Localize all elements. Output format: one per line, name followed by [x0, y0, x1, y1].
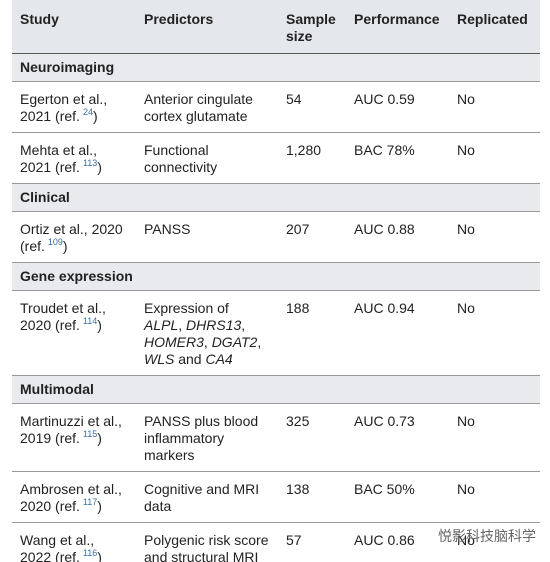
study-end: )	[97, 549, 102, 562]
study-cell: Mehta et al., 2021 (ref. 113)	[12, 132, 136, 184]
sample-size: 325	[278, 403, 346, 472]
predictor-text: ,	[257, 334, 262, 350]
performance: AUC 0.73	[346, 403, 449, 472]
table-row: Martinuzzi et al., 2019 (ref. 115) PANSS p…	[12, 403, 540, 472]
performance: AUC 0.94	[346, 290, 449, 376]
reference: 114	[82, 316, 98, 326]
reference: 115	[82, 429, 98, 439]
study-cell: Martinuzzi et al., 2019 (ref. 115)	[12, 403, 136, 472]
predictor-text: Polygenic risk score and structural MRI	[144, 532, 269, 562]
header-cell: Predictors	[136, 0, 278, 54]
gene-name: HOMER3	[144, 334, 204, 350]
predictor-text: and	[174, 351, 206, 367]
table-row: Mehta et al., 2021 (ref. 113) Functional c…	[12, 132, 540, 184]
section-title: Gene expression	[12, 262, 540, 291]
data-table: Study Predictors Sample size Performance Rep…	[12, 0, 540, 562]
table-row: Wang et al., 2022 (ref. 116) Polygenic ris…	[12, 522, 540, 562]
sample-size: 207	[278, 211, 346, 263]
reference: 116	[82, 548, 98, 558]
table-row: Ortiz et al., 2020 (ref. 109) PANSS 207 AUC …	[12, 211, 540, 263]
predictor-text: PANSS plus blood inflammatory markers	[144, 413, 259, 463]
predictors-cell: PANSS	[136, 211, 278, 263]
gene-name: WLS	[144, 351, 175, 367]
study-end: )	[92, 108, 98, 124]
watermark: 悦影科技脑科学	[438, 528, 536, 544]
study-name: Ortiz et al., 2020 (ref.	[20, 221, 123, 254]
study-end: )	[97, 159, 102, 175]
header-cell: Performance	[346, 0, 449, 54]
study-name: Mehta et al., 2021 (ref.	[20, 142, 98, 175]
predictor-text: Expression of	[144, 300, 229, 316]
gene-name: CA4	[205, 351, 233, 367]
gene-name: ALPL	[144, 317, 179, 333]
performance: AUC 0.59	[346, 81, 449, 133]
replicated: No	[449, 403, 540, 472]
predictors-cell: Cognitive and MRI data	[136, 471, 278, 523]
predictor-text: Anterior cingulate cortex glutamate	[144, 91, 253, 124]
study-name: Martinuzzi et al., 2019 (ref.	[20, 413, 122, 446]
predictors-cell: Expression of ALPL, DHRS13, HOMER3, DGAT…	[136, 290, 278, 376]
predictor-text: ,	[178, 317, 187, 333]
table-row: Troudet et al., 2020 (ref. 114) Expression…	[12, 290, 540, 376]
sample-size: 188	[278, 290, 346, 376]
replicated: No	[449, 81, 540, 133]
section-row: Clinical	[12, 183, 540, 212]
table-body: Neuroimaging Egerton et al., 2021 (ref. 24…	[12, 53, 540, 562]
header-cell: Sample size	[278, 0, 346, 54]
predictor-text: Cognitive and MRI data	[144, 481, 260, 514]
section-row: Gene expression	[12, 262, 540, 291]
header-row: Study Predictors Sample size Performance Rep…	[12, 0, 540, 54]
header-cell: Replicated	[449, 0, 540, 54]
reference: 113	[82, 158, 98, 168]
section-title: Multimodal	[12, 375, 540, 404]
section-title: Clinical	[12, 183, 540, 212]
study-cell: Ortiz et al., 2020 (ref. 109)	[12, 211, 136, 263]
predictor-text: PANSS	[144, 221, 191, 237]
study-name: Ambrosen et al., 2020 (ref.	[20, 481, 122, 514]
reference: 24	[82, 107, 93, 117]
section-title: Neuroimaging	[12, 53, 540, 82]
sample-size: 54	[278, 81, 346, 133]
study-end: )	[97, 498, 102, 514]
table-row: Egerton et al., 2021 (ref. 24) Anterior ci…	[12, 81, 540, 133]
study-name: Troudet et al., 2020 (ref.	[20, 300, 106, 333]
replicated: No	[449, 132, 540, 184]
predictors-cell: PANSS plus blood inflammatory markers	[136, 403, 278, 472]
sample-size: 57	[278, 522, 346, 562]
study-cell: Ambrosen et al., 2020 (ref. 117)	[12, 471, 136, 523]
study-end: )	[97, 317, 102, 333]
gene-name: DHRS13	[186, 317, 242, 333]
reference: 109	[47, 237, 63, 247]
reference: 117	[82, 497, 98, 507]
performance: BAC 78%	[346, 132, 449, 184]
replicated: No	[449, 290, 540, 376]
predictors-cell: Anterior cingulate cortex glutamate	[136, 81, 278, 133]
study-end: )	[62, 238, 68, 254]
table-row: Ambrosen et al., 2020 (ref. 117) Cognitive…	[12, 471, 540, 523]
study-cell: Wang et al., 2022 (ref. 116)	[12, 522, 136, 562]
predictor-text: ,	[241, 317, 246, 333]
section-row: Multimodal	[12, 375, 540, 404]
study-cell: Troudet et al., 2020 (ref. 114)	[12, 290, 136, 376]
study-name: Wang et al., 2022 (ref.	[20, 532, 95, 562]
header-cell: Study	[12, 0, 136, 54]
sample-size: 1,280	[278, 132, 346, 184]
predictors-cell: Polygenic risk score and structural MRI	[136, 522, 278, 562]
replicated: No	[449, 211, 540, 263]
study-name: Egerton et al., 2021 (ref.	[20, 91, 108, 124]
study-end: )	[97, 430, 102, 446]
gene-name: DGAT2	[211, 334, 258, 350]
section-row: Neuroimaging	[12, 53, 540, 82]
performance: AUC 0.88	[346, 211, 449, 263]
study-cell: Egerton et al., 2021 (ref. 24)	[12, 81, 136, 133]
replicated: No	[449, 471, 540, 523]
predictors-cell: Functional connectivity	[136, 132, 278, 184]
performance: AUC 0.86	[346, 522, 449, 562]
replicated: No	[449, 522, 540, 562]
performance: BAC 50%	[346, 471, 449, 523]
predictor-text: Functional connectivity	[144, 142, 218, 175]
sample-size: 138	[278, 471, 346, 523]
predictor-text: ,	[203, 334, 212, 350]
